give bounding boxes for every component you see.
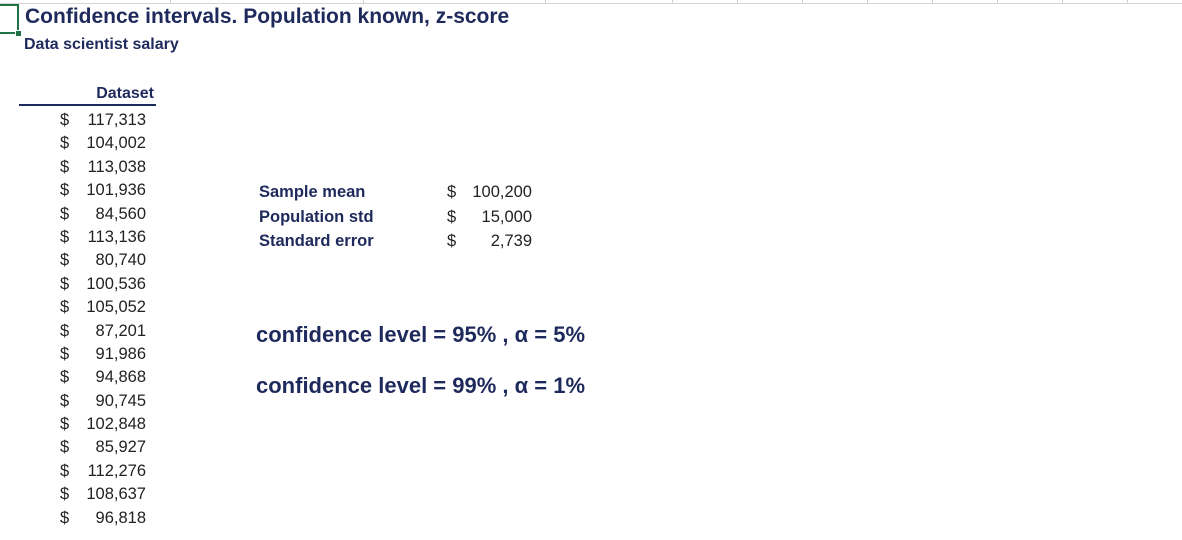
salary-value: 117,313	[87, 111, 146, 129]
dataset-cell[interactable]: $113,038	[60, 156, 146, 179]
column-divider	[363, 0, 364, 3]
salary-value: 80,740	[95, 251, 146, 270]
dataset-cell[interactable]: $87,201	[60, 320, 146, 343]
dataset-cell[interactable]: $80,740	[60, 249, 146, 272]
column-divider	[170, 0, 171, 3]
dataset-cell[interactable]: $108,637	[60, 483, 146, 506]
currency-symbol: $	[60, 298, 70, 317]
stat-value: 100,200	[472, 183, 532, 201]
currency-symbol: $	[60, 274, 70, 293]
currency-symbol: $	[60, 227, 70, 246]
dataset-cell[interactable]: $85,927	[60, 436, 146, 459]
column-divider	[932, 0, 933, 3]
dataset-cell[interactable]: $105,052	[60, 296, 146, 319]
salary-value: 100,536	[86, 274, 146, 293]
stat-label: Standard error	[259, 232, 374, 251]
salary-value: 113,136	[87, 227, 146, 246]
salary-value: 94,868	[95, 368, 146, 387]
currency-symbol: $	[60, 321, 70, 340]
confidence-level-95: confidence level = 95% , α = 5%	[256, 322, 586, 347]
currency-symbol: $	[60, 438, 70, 457]
fill-handle[interactable]	[15, 30, 22, 37]
column-divider	[1062, 0, 1063, 3]
dataset-cell[interactable]: $113,136	[60, 226, 146, 249]
stat-row[interactable]: Sample mean $100,200	[259, 180, 534, 205]
column-divider	[997, 0, 998, 3]
dataset-cell[interactable]: $91,986	[60, 343, 146, 366]
column-divider	[1127, 0, 1128, 3]
salary-value: 85,927	[95, 438, 146, 457]
dataset-cell[interactable]: $90,745	[60, 390, 146, 413]
salary-value: 87,201	[95, 321, 146, 340]
currency-symbol: $	[60, 157, 70, 176]
salary-value: 112,276	[87, 461, 146, 480]
currency-symbol: $	[60, 508, 70, 527]
dataset-cell[interactable]: $112,276	[60, 460, 146, 483]
currency-symbol: $	[60, 204, 70, 223]
currency-symbol: $	[447, 232, 457, 251]
stat-row[interactable]: Standard error $2,739	[259, 229, 534, 254]
currency-symbol: $	[60, 134, 70, 153]
salary-value: 113,038	[87, 157, 146, 176]
dataset-cell[interactable]: $100,536	[60, 273, 146, 296]
dataset-cell[interactable]: $84,560	[60, 203, 146, 226]
dataset-cell[interactable]: $117,313	[60, 109, 146, 132]
currency-symbol: $	[60, 181, 70, 200]
dataset-header: Dataset	[19, 85, 156, 106]
currency-symbol: $	[60, 251, 70, 270]
currency-symbol: $	[60, 368, 70, 387]
column-divider	[802, 0, 803, 3]
dataset-cell[interactable]: $96,818	[60, 507, 146, 530]
currency-symbol: $	[60, 344, 70, 363]
salary-value: 96,818	[95, 508, 146, 527]
sheet-title: Confidence intervals. Population known, …	[25, 5, 510, 28]
currency-symbol: $	[60, 111, 70, 129]
stat-value: 15,000	[481, 207, 532, 226]
salary-value: 90,745	[95, 391, 146, 410]
currency-symbol: $	[60, 461, 70, 480]
dataset-cell[interactable]: $101,936	[60, 179, 146, 202]
salary-value: 105,052	[86, 298, 146, 317]
stat-label: Population std	[259, 207, 374, 226]
column-header-strip	[0, 0, 1182, 4]
stat-value: 2,739	[490, 232, 532, 251]
salary-value: 91,986	[95, 344, 146, 363]
column-divider	[867, 0, 868, 3]
dataset-cell[interactable]: $104,002	[60, 132, 146, 155]
dataset-cell[interactable]: $102,848	[60, 413, 146, 436]
stat-label: Sample mean	[259, 183, 366, 201]
salary-value: 104,002	[86, 134, 146, 153]
sheet-subtitle: Data scientist salary	[24, 36, 179, 53]
dataset-column: $117,313 $104,002 $113,038 $101,936 $84,560 $…	[60, 109, 146, 530]
statistics-table: Sample mean $100,200 Population std $15,000…	[259, 180, 534, 254]
currency-symbol: $	[447, 207, 457, 226]
currency-symbol: $	[447, 183, 457, 201]
column-divider	[737, 0, 738, 3]
active-cell-selection[interactable]	[0, 4, 19, 34]
salary-value: 108,637	[86, 485, 146, 504]
column-divider	[672, 0, 673, 3]
salary-value: 101,936	[86, 181, 146, 200]
confidence-level-99: confidence level = 99% , α = 1%	[256, 373, 586, 398]
stat-row[interactable]: Population std $15,000	[259, 205, 534, 230]
currency-symbol: $	[60, 485, 70, 504]
column-divider	[545, 0, 546, 3]
salary-value: 84,560	[95, 204, 146, 223]
currency-symbol: $	[60, 391, 70, 410]
salary-value: 102,848	[86, 415, 146, 434]
dataset-cell[interactable]: $94,868	[60, 366, 146, 389]
currency-symbol: $	[60, 415, 70, 434]
